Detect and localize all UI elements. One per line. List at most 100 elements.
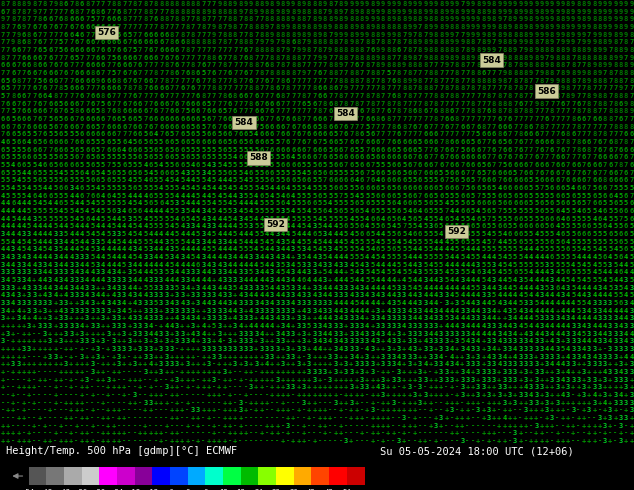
Text: 3: 3 xyxy=(90,239,94,245)
Text: 6: 6 xyxy=(581,170,586,175)
Text: -: - xyxy=(613,438,618,444)
Text: 5: 5 xyxy=(37,208,42,214)
Text: 3: 3 xyxy=(53,246,58,252)
Text: 6: 6 xyxy=(74,47,79,53)
Text: 3: 3 xyxy=(275,262,280,268)
Text: 5: 5 xyxy=(587,277,592,283)
Text: 7: 7 xyxy=(545,54,549,61)
Text: 5: 5 xyxy=(455,193,459,198)
Text: 4: 4 xyxy=(460,293,465,298)
Text: 9: 9 xyxy=(555,8,560,15)
Text: 8: 8 xyxy=(619,47,623,53)
Text: -: - xyxy=(323,438,327,444)
Text: 7: 7 xyxy=(529,116,533,122)
Text: 5: 5 xyxy=(74,170,79,175)
Text: +: + xyxy=(540,361,544,368)
Text: 8: 8 xyxy=(117,108,121,114)
Text: 8: 8 xyxy=(497,108,501,114)
Text: 5: 5 xyxy=(37,139,42,145)
Text: 4: 4 xyxy=(318,308,322,314)
Text: 9: 9 xyxy=(470,31,475,38)
Text: 8: 8 xyxy=(534,39,538,45)
Text: 9: 9 xyxy=(407,31,411,38)
Text: 7: 7 xyxy=(11,123,15,129)
Text: 7: 7 xyxy=(291,100,295,106)
Text: 6: 6 xyxy=(597,200,602,206)
Text: 3: 3 xyxy=(603,377,607,383)
Text: 3: 3 xyxy=(164,384,169,391)
Text: 5: 5 xyxy=(159,154,164,160)
Text: 5: 5 xyxy=(32,208,37,214)
Text: 3: 3 xyxy=(148,293,153,298)
Text: 5: 5 xyxy=(560,246,565,252)
Text: 8: 8 xyxy=(613,47,618,53)
Text: 4: 4 xyxy=(259,216,264,221)
Text: 8: 8 xyxy=(117,1,121,7)
Text: 3: 3 xyxy=(550,415,554,421)
Text: 8: 8 xyxy=(587,108,592,114)
Text: 4: 4 xyxy=(592,339,597,344)
Text: 8: 8 xyxy=(280,93,285,99)
Text: 9: 9 xyxy=(624,8,628,15)
Text: 6: 6 xyxy=(550,200,554,206)
Text: +: + xyxy=(191,285,195,291)
Text: 5: 5 xyxy=(524,216,528,221)
Text: +: + xyxy=(587,423,592,429)
Text: 6: 6 xyxy=(259,131,264,137)
Text: 7: 7 xyxy=(545,123,549,129)
Text: 7: 7 xyxy=(296,123,301,129)
Text: 7: 7 xyxy=(69,70,74,76)
Text: 4: 4 xyxy=(212,216,216,221)
Text: 8: 8 xyxy=(576,139,581,145)
Text: 5: 5 xyxy=(217,147,221,152)
Text: 5: 5 xyxy=(164,223,169,229)
Text: 9: 9 xyxy=(486,16,491,22)
Text: 9: 9 xyxy=(27,1,31,7)
Text: 4: 4 xyxy=(138,246,142,252)
Text: 6: 6 xyxy=(545,177,549,183)
Bar xyxy=(223,466,241,486)
Text: 6: 6 xyxy=(354,200,359,206)
Text: 7: 7 xyxy=(545,108,549,114)
Text: 6: 6 xyxy=(270,100,275,106)
Text: 5: 5 xyxy=(328,193,332,198)
Text: 9: 9 xyxy=(1,16,5,22)
Text: 8: 8 xyxy=(439,24,443,30)
Text: 6: 6 xyxy=(524,162,528,168)
Text: 8: 8 xyxy=(423,24,427,30)
Text: 6: 6 xyxy=(53,108,58,114)
Text: 9: 9 xyxy=(381,47,385,53)
Text: 6: 6 xyxy=(444,116,449,122)
Text: 6: 6 xyxy=(117,123,121,129)
Text: 4: 4 xyxy=(603,277,607,283)
Text: 3: 3 xyxy=(370,369,375,375)
Text: 7: 7 xyxy=(619,131,623,137)
Text: 3: 3 xyxy=(201,346,205,352)
Text: 8: 8 xyxy=(470,70,475,76)
Text: 7: 7 xyxy=(497,162,501,168)
Text: 8: 8 xyxy=(307,8,311,15)
Text: 7: 7 xyxy=(264,108,269,114)
Text: 6: 6 xyxy=(180,139,184,145)
Text: 8: 8 xyxy=(470,39,475,45)
Text: 3: 3 xyxy=(524,369,528,375)
Text: +: + xyxy=(587,392,592,398)
Text: 5: 5 xyxy=(391,231,396,237)
Text: +: + xyxy=(571,430,576,437)
Text: 5: 5 xyxy=(11,216,15,221)
Text: 4: 4 xyxy=(302,308,306,314)
Text: 3: 3 xyxy=(243,270,248,275)
Text: 3: 3 xyxy=(529,400,533,406)
Text: 8: 8 xyxy=(296,39,301,45)
Text: 4: 4 xyxy=(74,200,79,206)
Text: +: + xyxy=(391,430,396,437)
Text: +: + xyxy=(492,400,496,406)
Text: 3: 3 xyxy=(349,323,354,329)
Text: 4: 4 xyxy=(191,200,195,206)
Text: -: - xyxy=(143,438,148,444)
Text: 4: 4 xyxy=(597,331,602,337)
Text: 7: 7 xyxy=(11,85,15,91)
Text: 3: 3 xyxy=(238,331,243,337)
Text: 3: 3 xyxy=(223,346,227,352)
Text: 5: 5 xyxy=(365,123,370,129)
